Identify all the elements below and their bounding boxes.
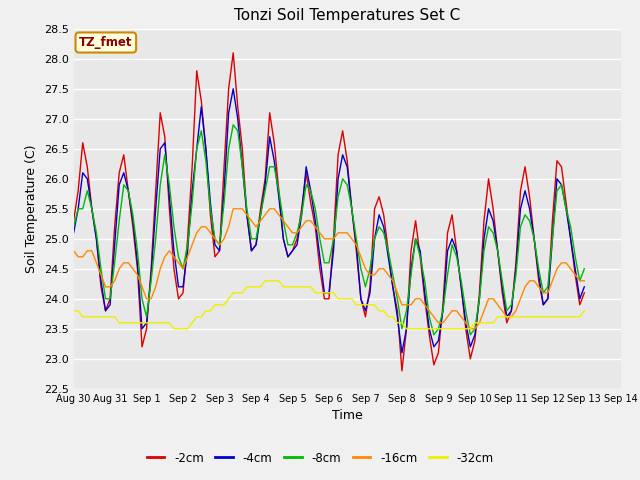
-4cm (398, 350, 406, 356)
-16cm (88, 248, 96, 253)
-4cm (553, 176, 561, 181)
Line: -2cm: -2cm (74, 53, 584, 371)
-32cm (462, 326, 470, 332)
-2cm (462, 326, 470, 332)
-8cm (70, 224, 77, 229)
-2cm (398, 368, 406, 373)
-4cm (580, 284, 588, 289)
-32cm (553, 314, 561, 320)
-32cm (503, 314, 511, 320)
-16cm (467, 326, 474, 332)
Legend: -2cm, -4cm, -8cm, -16cm, -32cm: -2cm, -4cm, -8cm, -16cm, -32cm (142, 447, 498, 469)
-8cm (229, 122, 237, 128)
-16cm (83, 248, 91, 253)
-4cm (503, 314, 511, 320)
-8cm (503, 308, 511, 314)
-8cm (430, 332, 438, 337)
Line: -8cm: -8cm (74, 125, 584, 335)
-32cm (170, 326, 178, 332)
-2cm (580, 290, 588, 296)
-16cm (503, 314, 511, 320)
Text: TZ_fmet: TZ_fmet (79, 36, 132, 49)
Title: Tonzi Soil Temperatures Set C: Tonzi Soil Temperatures Set C (234, 9, 460, 24)
-8cm (83, 188, 91, 193)
-2cm (88, 206, 96, 212)
-16cm (70, 248, 77, 253)
X-axis label: Time: Time (332, 409, 363, 422)
-2cm (70, 218, 77, 224)
-8cm (239, 164, 246, 169)
-4cm (83, 176, 91, 181)
-2cm (503, 320, 511, 325)
-8cm (553, 188, 561, 193)
-4cm (88, 206, 96, 212)
-16cm (229, 206, 237, 212)
Line: -16cm: -16cm (74, 209, 584, 329)
-32cm (261, 278, 269, 284)
-4cm (229, 86, 237, 92)
-16cm (239, 206, 246, 212)
-8cm (88, 206, 96, 212)
-32cm (83, 314, 91, 320)
-32cm (88, 314, 96, 320)
-32cm (70, 308, 77, 314)
Line: -32cm: -32cm (74, 281, 584, 329)
-2cm (229, 50, 237, 56)
-32cm (239, 290, 246, 296)
-16cm (580, 278, 588, 284)
Line: -4cm: -4cm (74, 89, 584, 353)
-8cm (462, 308, 470, 314)
-2cm (239, 146, 246, 152)
-2cm (553, 158, 561, 164)
-4cm (70, 230, 77, 236)
-16cm (458, 314, 465, 320)
-2cm (83, 164, 91, 169)
-32cm (580, 308, 588, 314)
-8cm (580, 266, 588, 272)
-4cm (239, 164, 246, 169)
Y-axis label: Soil Temperature (C): Soil Temperature (C) (26, 144, 38, 273)
-16cm (553, 266, 561, 272)
-4cm (462, 320, 470, 325)
